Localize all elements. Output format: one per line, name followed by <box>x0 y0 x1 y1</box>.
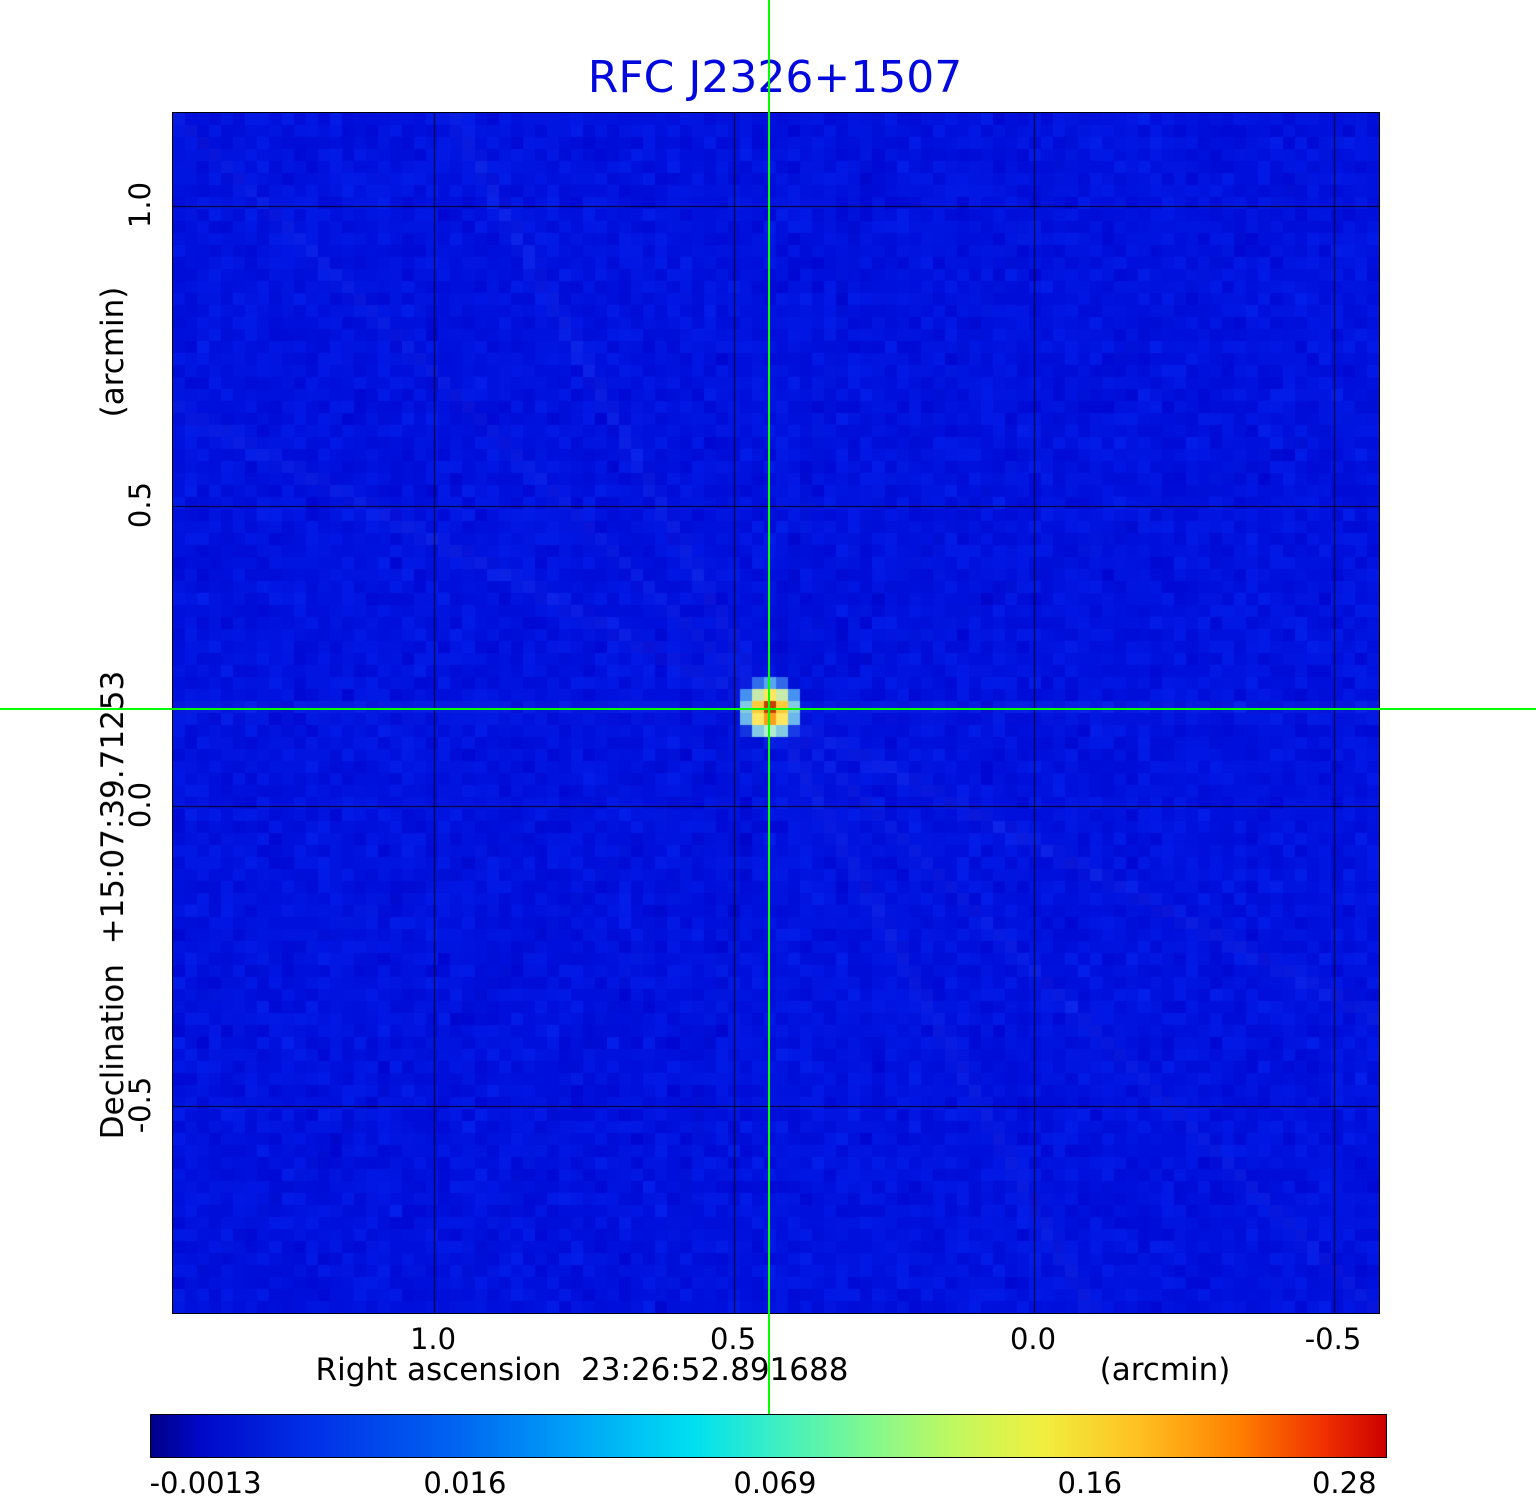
x-axis-label: Right ascension 23:26:52.891688 <box>315 1352 849 1388</box>
x-tick-label: 1.0 <box>409 1322 457 1356</box>
plot-frame <box>172 112 1380 1314</box>
radio-map-canvas <box>173 113 1379 1313</box>
colorbar-tick-label: -0.0013 <box>149 1466 262 1500</box>
x-tick-label: 0.0 <box>1009 1322 1057 1356</box>
x-axis-unit-label: (arcmin) <box>1099 1352 1231 1388</box>
colorbar <box>150 1414 1387 1458</box>
y-axis-unit-label: (arcmin) <box>95 286 131 418</box>
x-tick-label: 0.5 <box>709 1322 757 1356</box>
crosshair-vertical-line <box>768 0 770 1414</box>
y-tick-label: 0.5 <box>123 481 157 529</box>
colorbar-tick-label: 0.16 <box>1057 1466 1123 1500</box>
y-tick-label: 1.0 <box>123 181 157 229</box>
crosshair-horizontal-line <box>0 708 1536 710</box>
figure-title: RFC J2326+1507 <box>587 52 963 103</box>
y-axis-label: Declination +15:07:39.71253 <box>95 670 131 1140</box>
colorbar-tick-label: 0.069 <box>733 1466 817 1500</box>
colorbar-tick-label: 0.016 <box>423 1466 507 1500</box>
colorbar-tick-label: 0.28 <box>1311 1466 1377 1500</box>
x-tick-label: -0.5 <box>1304 1322 1362 1356</box>
